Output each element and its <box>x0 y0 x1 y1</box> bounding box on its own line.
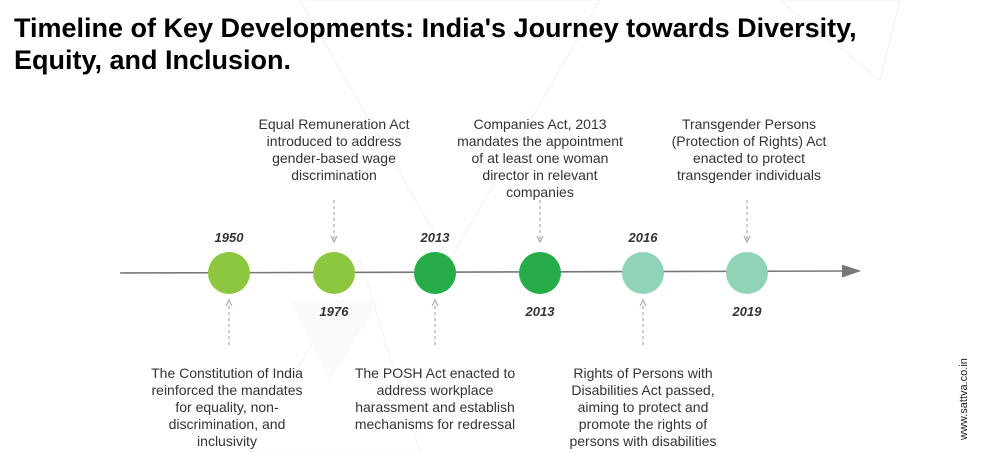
year-label-2013: 2013 <box>420 230 450 245</box>
connector-arrow-2013 <box>536 235 544 244</box>
event-description-1950: The Constitution of India reinforced the… <box>151 365 303 449</box>
timeline-node-2016 <box>622 252 664 294</box>
event-description-1976: Equal Remuneration Act introduced to add… <box>258 116 410 183</box>
event-description-2016: Rights of Persons with Disabilities Act … <box>569 365 717 449</box>
timeline-node-1976 <box>313 252 355 294</box>
page-title: Timeline of Key Developments: India's Jo… <box>14 13 857 75</box>
timeline-node-2013 <box>519 252 561 294</box>
connector-arrow-2013 <box>431 298 439 307</box>
year-label-2016: 2016 <box>628 230 658 245</box>
event-description-2019: Transgender Persons (Protection of Right… <box>671 116 827 183</box>
connector-arrow-1976 <box>330 235 338 244</box>
website-watermark: www.sattva.co.in <box>958 358 970 440</box>
event-description-2013: The POSH Act enacted to address workplac… <box>354 365 516 432</box>
year-label-1976: 1976 <box>319 304 349 319</box>
year-label-2019: 2019 <box>732 304 762 319</box>
year-label-2013: 2013 <box>525 304 555 319</box>
timeline-node-2019 <box>726 252 768 294</box>
event-description-2013: Companies Act, 2013 mandates the appoint… <box>457 116 623 200</box>
connector-arrow-2016 <box>639 298 647 307</box>
connector-arrow-2019 <box>743 235 751 244</box>
timeline-node-2013 <box>414 252 456 294</box>
connector-arrow-1950 <box>225 298 233 307</box>
year-label-1950: 1950 <box>214 230 244 245</box>
timeline-node-1950 <box>208 252 250 294</box>
